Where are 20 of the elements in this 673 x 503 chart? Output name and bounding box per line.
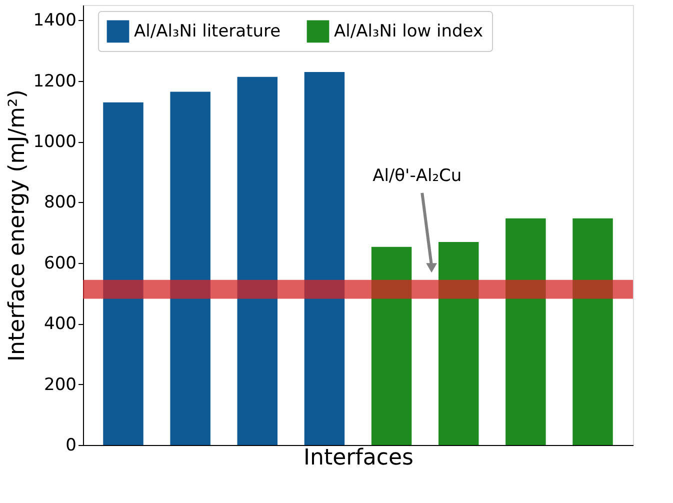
legend-label: Al/Al₃Ni literature [134,21,281,42]
y-tick-label: 600 [44,253,76,274]
x-axis-title: Interfaces [304,446,414,470]
bar [304,72,345,445]
y-tick-label: 200 [44,374,76,395]
bar [371,246,412,445]
y-tick-label: 400 [44,314,76,334]
y-tick-label: 1200 [33,71,76,92]
bar [237,76,278,445]
bar [572,218,613,445]
bar [170,92,210,445]
bar [506,218,546,445]
y-tick-label: 1000 [33,132,76,152]
annotation: Al/θ'-Al₂Cu [372,166,462,186]
y-tick-label: 800 [44,192,76,213]
y-tick-label: 0 [66,436,76,456]
y-tick-label: 1400 [33,10,76,31]
legend-label: Al/Al₃Ni low index [334,21,484,42]
y-axis-title: Interface energy (mJ/m²) [5,90,30,362]
bar [103,102,144,445]
